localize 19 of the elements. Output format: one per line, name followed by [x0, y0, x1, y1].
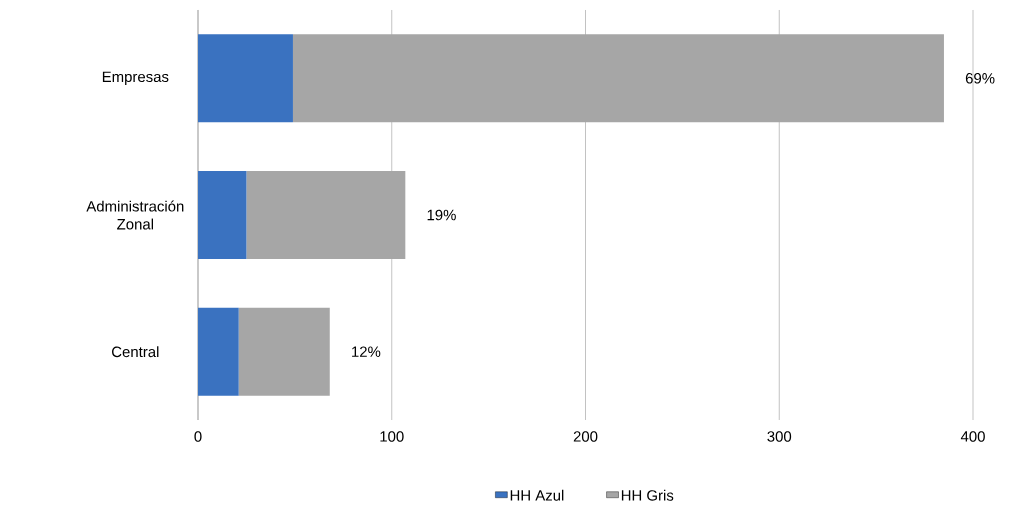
bar	[198, 34, 293, 123]
y-tick-label: Administración Zonal	[86, 200, 184, 230]
bar	[292, 34, 944, 123]
annotation: 12%	[352, 346, 381, 357]
bar	[238, 307, 330, 396]
annotation: 69%	[965, 73, 995, 84]
bar	[246, 170, 406, 259]
legend-label: HH Gris	[621, 489, 674, 501]
bar	[198, 307, 239, 396]
legend-label: HH Azul	[510, 489, 564, 501]
y-tick-label: Empresas	[102, 71, 169, 86]
y-tick-label: Central	[112, 346, 159, 358]
x-tick-label: 0	[194, 431, 202, 442]
bar	[198, 170, 247, 259]
x-tick-label: 400	[960, 431, 985, 442]
x-tick-label: 300	[767, 431, 792, 442]
x-tick-label: 100	[380, 431, 404, 442]
x-tick-label: 200	[573, 431, 598, 442]
annotation: 19%	[427, 209, 456, 221]
